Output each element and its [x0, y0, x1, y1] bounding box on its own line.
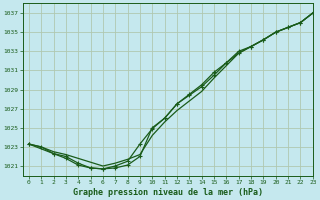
X-axis label: Graphe pression niveau de la mer (hPa): Graphe pression niveau de la mer (hPa)	[73, 188, 263, 197]
